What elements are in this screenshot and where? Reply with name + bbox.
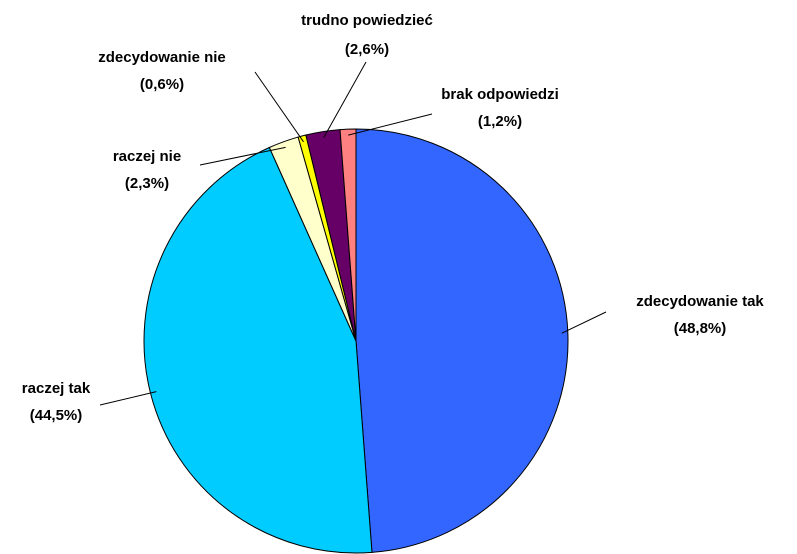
leader-line	[323, 61, 367, 138]
leader-line	[561, 311, 607, 334]
slice-value-label: (2,3%)	[125, 175, 169, 192]
leader-line	[199, 146, 286, 166]
slice-value-label: (44,5%)	[30, 407, 83, 424]
slice-label: raczej nie	[113, 148, 181, 165]
leader-line	[99, 391, 157, 406]
pie-slice	[355, 128, 569, 553]
slice-value-label: (0,6%)	[140, 76, 184, 93]
slice-label: zdecydowanie tak	[636, 293, 764, 310]
slice-label: trudno powiedzieć	[301, 12, 433, 29]
slice-value-label: (1,2%)	[478, 113, 522, 130]
slice-label: raczej tak	[22, 380, 91, 397]
leader-line	[254, 71, 304, 143]
slice-label: brak odpowiedzi	[441, 86, 559, 103]
slice-label: zdecydowanie nie	[98, 49, 226, 66]
slice-value-label: (2,6%)	[345, 41, 389, 58]
leader-line	[348, 113, 433, 136]
pie-slice	[339, 128, 357, 342]
slice-value-label: (48,8%)	[674, 320, 727, 337]
